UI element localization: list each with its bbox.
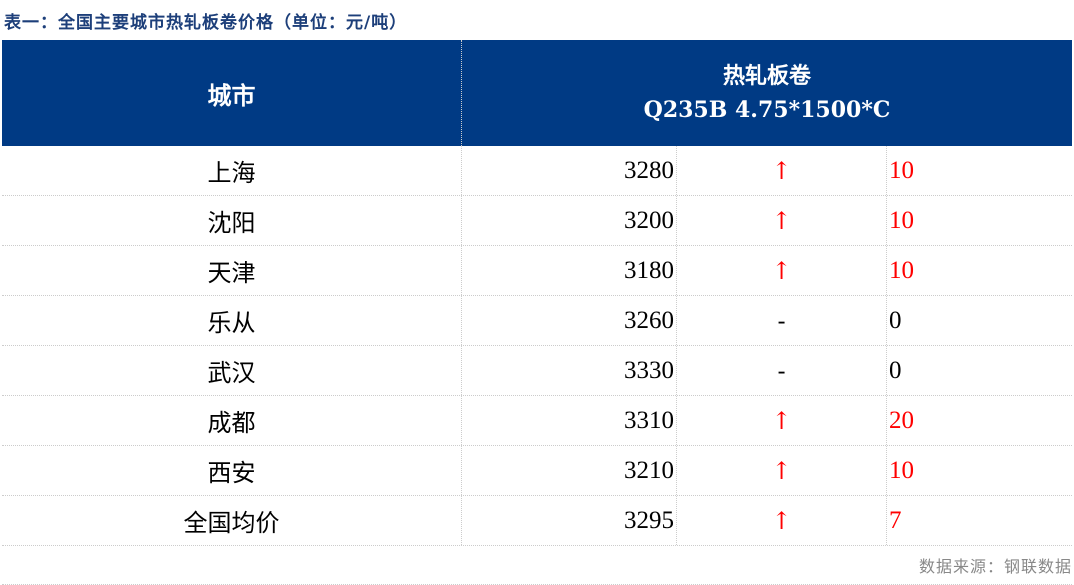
price-cell: 3200 (462, 196, 677, 245)
arrow-up-icon: ↑ (677, 446, 887, 495)
price-cell: 3295 (462, 496, 677, 545)
city-cell: 武汉 (2, 346, 462, 395)
city-cell: 沈阳 (2, 196, 462, 245)
table-row: 武汉 3330 - 0 (2, 346, 1072, 396)
table-title: 表一：全国主要城市热轧板卷价格（单位：元/吨） (4, 13, 408, 33)
change-cell: 10 (889, 156, 914, 184)
city-cell: 成都 (2, 396, 462, 445)
arrow-up-icon: ↑ (677, 496, 887, 545)
table-row: 全国均价 3295 ↑ 7 (2, 496, 1072, 546)
change-cell: 10 (889, 206, 914, 234)
arrow-up-icon: ↑ (677, 196, 887, 245)
header-product: 热轧板卷 Q235B 4.75*1500*C (462, 40, 1072, 146)
data-source: 数据来源：钢联数据 (2, 545, 1072, 585)
table-row: 天津 3180 ↑ 10 (2, 246, 1072, 296)
price-cell: 3180 (462, 246, 677, 295)
table-row: 乐从 3260 - 0 (2, 296, 1072, 346)
change-cell: 10 (889, 456, 914, 484)
price-cell: 3330 (462, 346, 677, 395)
dash-icon: - (677, 346, 887, 395)
change-cell: 0 (889, 306, 902, 334)
city-cell: 全国均价 (2, 496, 462, 545)
city-cell: 天津 (2, 246, 462, 295)
header-product-spec: Q235B 4.75*1500*C (643, 97, 891, 123)
price-cell: 3260 (462, 296, 677, 345)
table-row: 西安 3210 ↑ 10 (2, 446, 1072, 496)
change-cell: 10 (889, 256, 914, 284)
price-cell: 3210 (462, 446, 677, 495)
price-cell: 3280 (462, 146, 677, 195)
table-row: 成都 3310 ↑ 20 (2, 396, 1072, 446)
price-cell: 3310 (462, 396, 677, 445)
arrow-up-icon: ↑ (677, 246, 887, 295)
dash-icon: - (677, 296, 887, 345)
change-cell: 0 (889, 356, 902, 384)
city-cell: 乐从 (2, 296, 462, 345)
header-city: 城市 (2, 40, 462, 146)
header-product-name: 热轧板卷 (722, 63, 811, 89)
arrow-up-icon: ↑ (677, 146, 887, 195)
change-cell: 20 (889, 406, 914, 434)
table-row: 沈阳 3200 ↑ 10 (2, 196, 1072, 246)
change-cell: 7 (889, 506, 902, 534)
table-header: 城市 热轧板卷 Q235B 4.75*1500*C (2, 40, 1072, 146)
arrow-up-icon: ↑ (677, 396, 887, 445)
table-row: 上海 3280 ↑ 10 (2, 146, 1072, 196)
city-cell: 上海 (2, 146, 462, 195)
city-cell: 西安 (2, 446, 462, 495)
